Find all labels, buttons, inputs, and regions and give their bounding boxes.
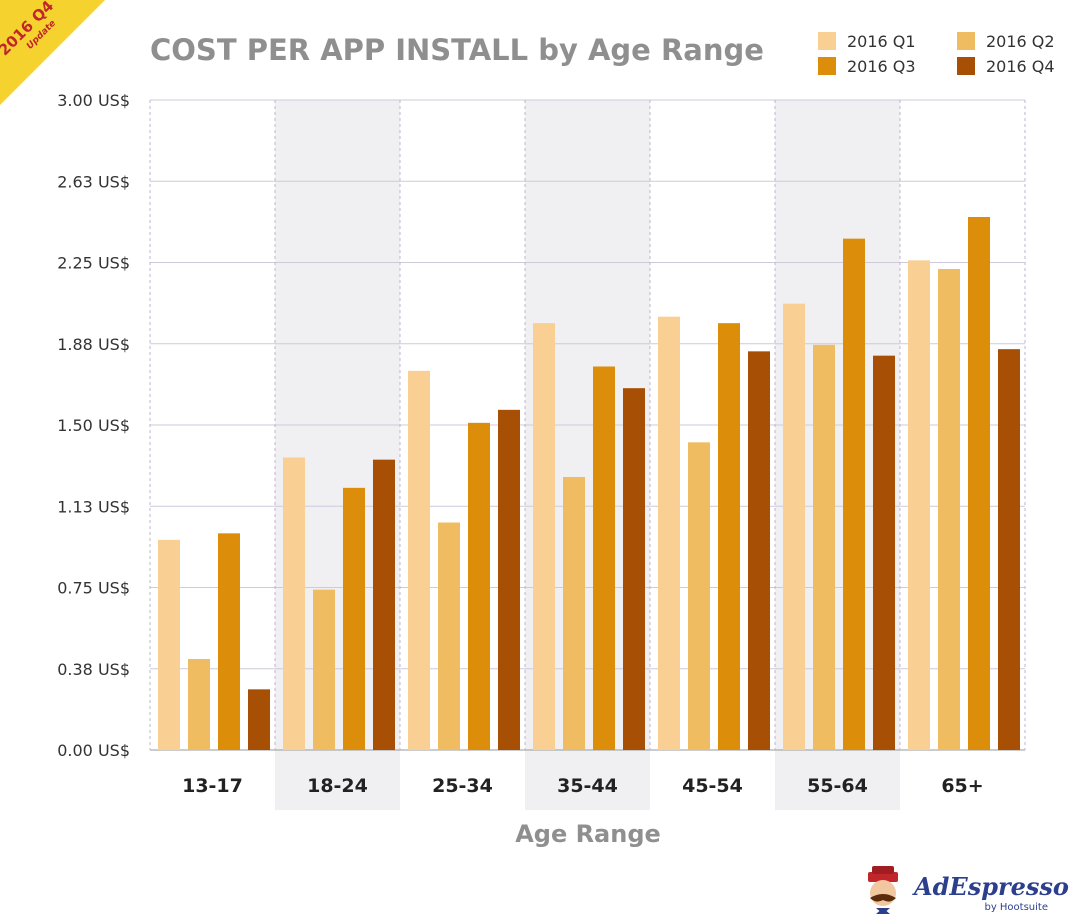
x-axis-ticks: 13-17 18-24 25-34 35-44 45-54 55-64 65+ [182,775,984,797]
bar-35-44-2016-q3 [593,366,615,750]
category-label: 45-54 [682,775,743,797]
y-tick-label: 0.75 US$ [57,579,130,598]
legend-swatch-q1 [818,32,836,50]
legend-label-q4: 2016 Q4 [986,57,1055,76]
bar-35-44-2016-q1 [533,323,555,750]
y-tick-label: 2.63 US$ [57,172,130,191]
category-bands [275,100,900,810]
bar-18-24-2016-q3 [343,487,365,750]
legend-swatch-q2 [957,32,975,50]
legend-label-q3: 2016 Q3 [847,57,916,76]
mascot-icon [868,866,898,914]
bar-55-64-2016-q4 [873,355,895,750]
y-tick-label: 1.13 US$ [57,497,130,516]
y-tick-label: 2.25 US$ [57,254,130,273]
legend-label-q2: 2016 Q2 [986,32,1055,51]
y-tick-label: 3.00 US$ [57,91,130,110]
update-badge: 2016 Q4 Update [0,0,105,105]
y-tick-label: 0.00 US$ [57,741,130,760]
bar-45-54-2016-q2 [688,442,710,750]
bars [158,217,1020,750]
category-label: 65+ [941,775,983,797]
category-label: 18-24 [307,775,368,797]
bar-65+-2016-q4 [998,349,1020,750]
legend-swatch-q4 [957,57,975,75]
brand-name: AdEspresso [912,872,1069,901]
bar-45-54-2016-q1 [658,316,680,750]
bar-55-64-2016-q2 [813,344,835,750]
bar-35-44-2016-q4 [623,388,645,750]
bar-65+-2016-q3 [968,217,990,750]
category-label: 25-34 [432,775,493,797]
category-label: 55-64 [807,775,868,797]
bar-18-24-2016-q2 [313,589,335,750]
bar-25-34-2016-q1 [408,370,430,750]
bar-13-17-2016-q2 [188,659,210,750]
bar-45-54-2016-q4 [748,351,770,750]
brand-logo: AdEspresso by Hootsuite [868,866,1069,914]
y-axis-ticks: 0.00 US$ 0.38 US$ 0.75 US$ 1.13 US$ 1.50 US$… [57,91,130,760]
brand-sub: by Hootsuite [984,902,1048,913]
bar-18-24-2016-q1 [283,457,305,750]
y-tick-label: 0.38 US$ [57,660,130,679]
y-tick-label: 1.50 US$ [57,416,130,435]
bar-18-24-2016-q4 [373,459,395,750]
x-axis-label: Age Range [515,820,661,848]
legend-label-q1: 2016 Q1 [847,32,916,51]
bar-13-17-2016-q4 [248,689,270,750]
bar-13-17-2016-q1 [158,539,180,750]
bar-65+-2016-q1 [908,260,930,750]
bar-55-64-2016-q1 [783,303,805,750]
badge-ribbon [0,0,105,105]
bar-45-54-2016-q3 [718,323,740,750]
bar-25-34-2016-q3 [468,422,490,750]
category-label: 35-44 [557,775,618,797]
bar-25-34-2016-q2 [438,522,460,750]
category-label: 13-17 [182,775,243,797]
bar-35-44-2016-q2 [563,477,585,750]
chart-title: COST PER APP INSTALL by Age Range [150,33,764,67]
bar-13-17-2016-q3 [218,533,240,750]
bar-25-34-2016-q4 [498,409,520,750]
legend-swatch-q3 [818,57,836,75]
legend: 2016 Q1 2016 Q2 2016 Q3 2016 Q4 [818,32,1055,76]
y-tick-label: 1.88 US$ [57,335,130,354]
bar-65+-2016-q2 [938,269,960,750]
bar-55-64-2016-q3 [843,238,865,750]
